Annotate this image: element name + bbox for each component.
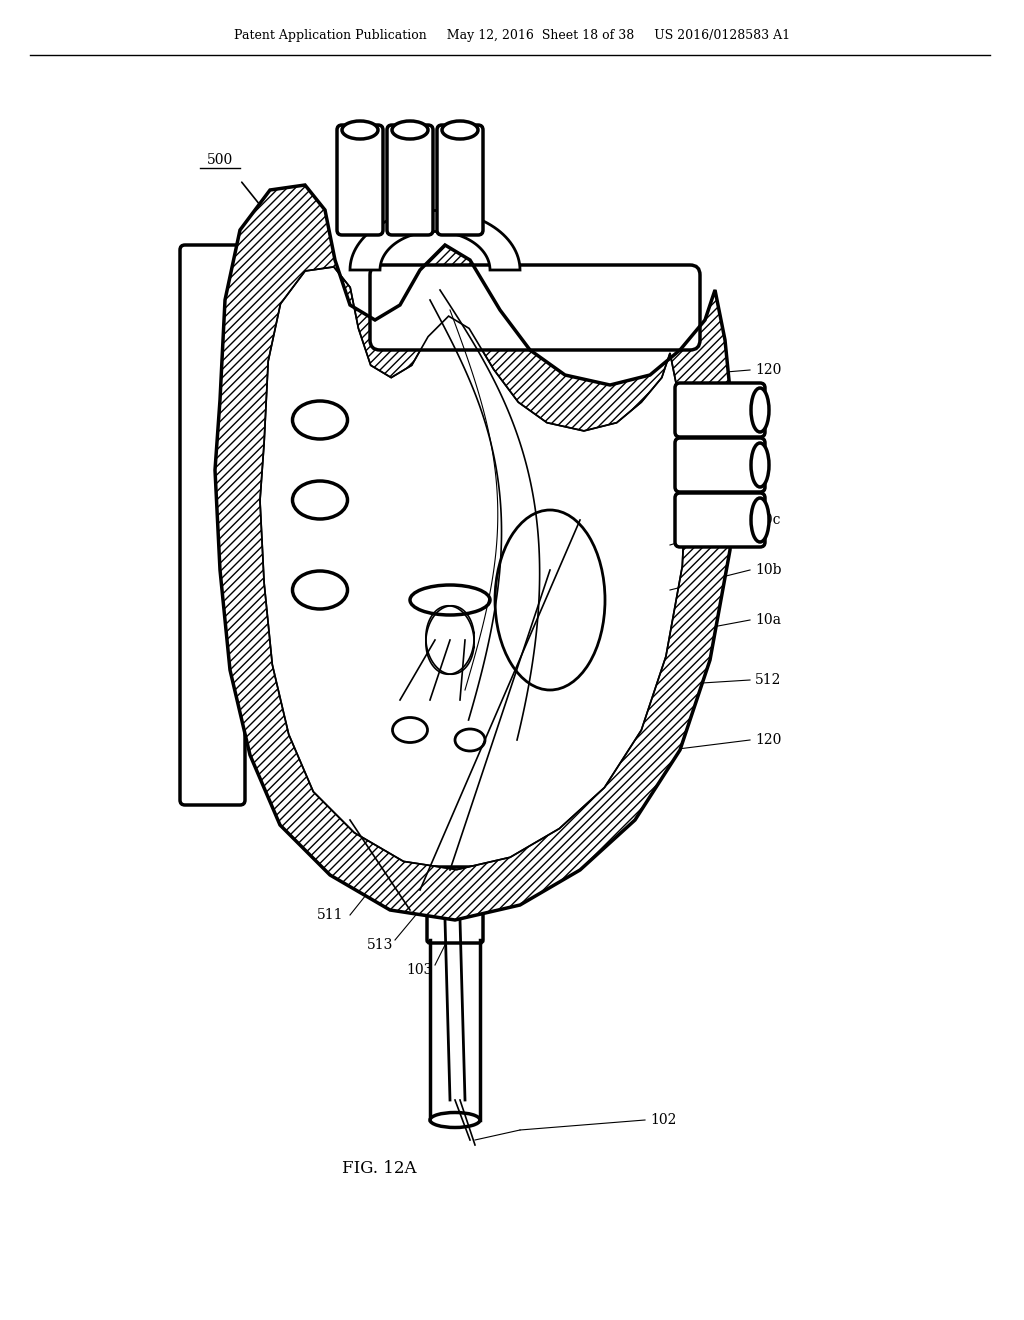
- Ellipse shape: [751, 498, 769, 543]
- FancyBboxPatch shape: [427, 867, 483, 942]
- Ellipse shape: [293, 572, 347, 609]
- Ellipse shape: [410, 585, 490, 615]
- Text: 10a: 10a: [755, 612, 781, 627]
- Ellipse shape: [495, 510, 605, 690]
- FancyBboxPatch shape: [370, 265, 700, 350]
- Ellipse shape: [442, 121, 478, 139]
- Text: 102: 102: [650, 1113, 677, 1127]
- FancyBboxPatch shape: [387, 125, 433, 235]
- Ellipse shape: [293, 401, 347, 440]
- Ellipse shape: [455, 729, 485, 751]
- FancyBboxPatch shape: [675, 383, 765, 437]
- Ellipse shape: [751, 388, 769, 432]
- Text: 103: 103: [407, 964, 433, 977]
- Text: 513: 513: [367, 939, 393, 952]
- Polygon shape: [350, 210, 520, 271]
- PathPatch shape: [215, 185, 735, 920]
- FancyBboxPatch shape: [675, 438, 765, 492]
- FancyBboxPatch shape: [675, 492, 765, 546]
- Text: Patent Application Publication     May 12, 2016  Sheet 18 of 38     US 2016/0128: Patent Application Publication May 12, 2…: [233, 29, 791, 41]
- Ellipse shape: [392, 121, 428, 139]
- FancyBboxPatch shape: [180, 246, 245, 805]
- Text: 500: 500: [207, 153, 233, 168]
- Ellipse shape: [430, 1113, 480, 1127]
- Text: 10c: 10c: [755, 513, 780, 527]
- FancyBboxPatch shape: [437, 125, 483, 235]
- Ellipse shape: [392, 718, 427, 742]
- Text: FIG. 12A: FIG. 12A: [342, 1160, 416, 1176]
- Text: 512: 512: [755, 673, 781, 686]
- Text: 10b: 10b: [755, 564, 781, 577]
- Ellipse shape: [293, 480, 347, 519]
- Text: 511: 511: [316, 908, 343, 921]
- Text: 120: 120: [755, 363, 781, 378]
- FancyBboxPatch shape: [337, 125, 383, 235]
- Text: 120: 120: [755, 733, 781, 747]
- Ellipse shape: [342, 121, 378, 139]
- Ellipse shape: [751, 444, 769, 487]
